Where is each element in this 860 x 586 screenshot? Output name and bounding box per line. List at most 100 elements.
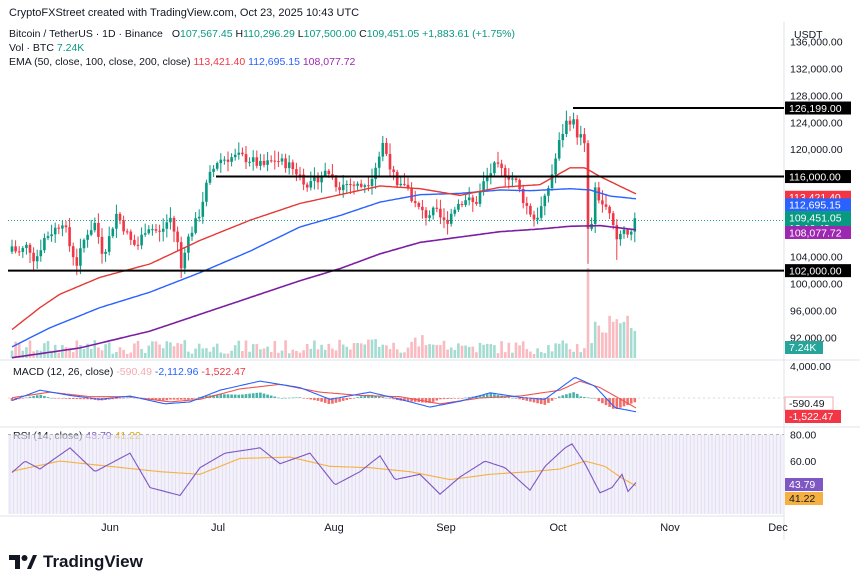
volume-bar	[158, 344, 161, 358]
macd-histogram-bar	[183, 398, 187, 400]
macd-histogram-bar	[367, 394, 370, 398]
candle	[334, 177, 338, 188]
rsi-ma-tag: 41.22	[789, 493, 815, 505]
volume-bar	[604, 332, 608, 358]
macd-histogram-bar	[169, 398, 172, 400]
tradingview-logo[interactable]: TradingView	[9, 552, 143, 572]
volume-bar	[449, 347, 453, 358]
macd-histogram-bar	[529, 398, 532, 402]
macd-histogram-bar	[493, 394, 496, 398]
price-tick-label: 96,000.00	[790, 305, 837, 317]
macd-histogram-bar	[514, 398, 518, 399]
macd-histogram-bar	[604, 398, 608, 406]
symbol-title[interactable]: Bitcoin / TetherUS · 1D · Binance	[9, 28, 163, 40]
candle	[561, 134, 565, 141]
price-tick-label: 132,000.00	[790, 64, 843, 76]
macd-histogram-bar	[71, 398, 75, 400]
volume-bar	[626, 315, 629, 358]
candle	[485, 176, 489, 182]
ema50-value: 113,421.40	[193, 56, 246, 68]
macd-histogram-bar	[410, 398, 413, 402]
volume-bar	[133, 343, 136, 358]
volume-bar	[277, 352, 280, 358]
volume-bar	[431, 344, 435, 358]
volume-bar	[82, 348, 86, 358]
candle	[341, 184, 345, 191]
volume-bar	[460, 345, 464, 358]
volume-bar	[287, 353, 291, 358]
candle	[233, 154, 237, 158]
volume-bar	[338, 339, 341, 358]
volume-bar	[64, 347, 68, 358]
volume-bar	[593, 321, 597, 358]
price-tick-label: 104,000.00	[790, 252, 843, 264]
volume-legend[interactable]: Vol · BTC 7.24K	[9, 42, 84, 54]
volume-bar	[230, 350, 233, 358]
macd-histogram-bar	[115, 398, 118, 399]
volume-bar	[395, 349, 399, 358]
macd-histogram-bar	[331, 398, 334, 404]
macd-histogram-bar	[280, 397, 284, 399]
macd-histogram-bar	[388, 398, 392, 399]
tradingview-logo-icon	[9, 555, 37, 569]
volume-bar	[165, 341, 169, 358]
macd-histogram-bar	[255, 392, 259, 398]
macd-histogram-bar	[593, 398, 597, 399]
volume-bar	[147, 345, 151, 358]
candle	[446, 219, 449, 224]
candle	[61, 225, 64, 229]
candle	[345, 184, 349, 186]
volume-bar	[547, 345, 550, 358]
macd-histogram-bar	[485, 393, 489, 398]
candle	[385, 142, 388, 154]
volume-bar	[496, 353, 500, 358]
macd-legend[interactable]: MACD (12, 26, close) -590.49 -2,112.96 -…	[13, 366, 246, 378]
currency-label[interactable]: USDT	[794, 29, 823, 41]
rsi-tag: 43.79	[789, 479, 815, 491]
candle	[611, 213, 615, 226]
macd-histogram-bar	[187, 398, 190, 400]
volume-bar	[388, 349, 392, 358]
macd-histogram-bar	[61, 398, 64, 399]
volume-bar	[615, 319, 619, 358]
macd-histogram-bar	[28, 396, 32, 398]
macd-hist-tag: -590.49	[789, 398, 825, 410]
candle	[223, 159, 226, 161]
volume-bar	[97, 347, 100, 358]
candle	[298, 174, 302, 176]
macd-histogram-bar	[64, 398, 68, 399]
volume-bar	[467, 346, 471, 358]
volume-bar	[482, 344, 485, 358]
candle	[35, 256, 39, 262]
candle	[500, 163, 503, 169]
candle	[503, 168, 507, 178]
candle	[586, 143, 590, 229]
volume-bar	[320, 344, 323, 358]
macd-histogram-bar	[507, 397, 511, 398]
candle	[475, 201, 478, 204]
volume-bar	[579, 352, 583, 358]
candle	[431, 207, 435, 216]
candle	[305, 184, 309, 188]
volume-bar	[424, 345, 428, 358]
macd-histogram-bar	[273, 396, 277, 398]
candle	[572, 119, 575, 125]
candle	[291, 162, 295, 170]
candle	[118, 213, 122, 221]
candle	[359, 183, 363, 187]
macd-histogram-bar	[392, 398, 395, 400]
candle	[320, 175, 323, 183]
price-tick-label: 136,000.00	[790, 37, 843, 49]
volume-bar	[212, 346, 215, 358]
volume-bar	[79, 345, 82, 358]
candle	[633, 218, 637, 232]
ema200-tag-bg	[785, 225, 851, 239]
macd-histogram-bar	[349, 398, 352, 400]
macd-histogram-bar	[295, 397, 298, 399]
volume-bar	[413, 337, 417, 358]
candle	[190, 232, 194, 237]
volume-tag: 7.24K	[789, 342, 816, 354]
volume-bar	[381, 344, 385, 358]
ema-legend[interactable]: EMA (50, close, 100, close, 200, close) …	[9, 56, 355, 68]
